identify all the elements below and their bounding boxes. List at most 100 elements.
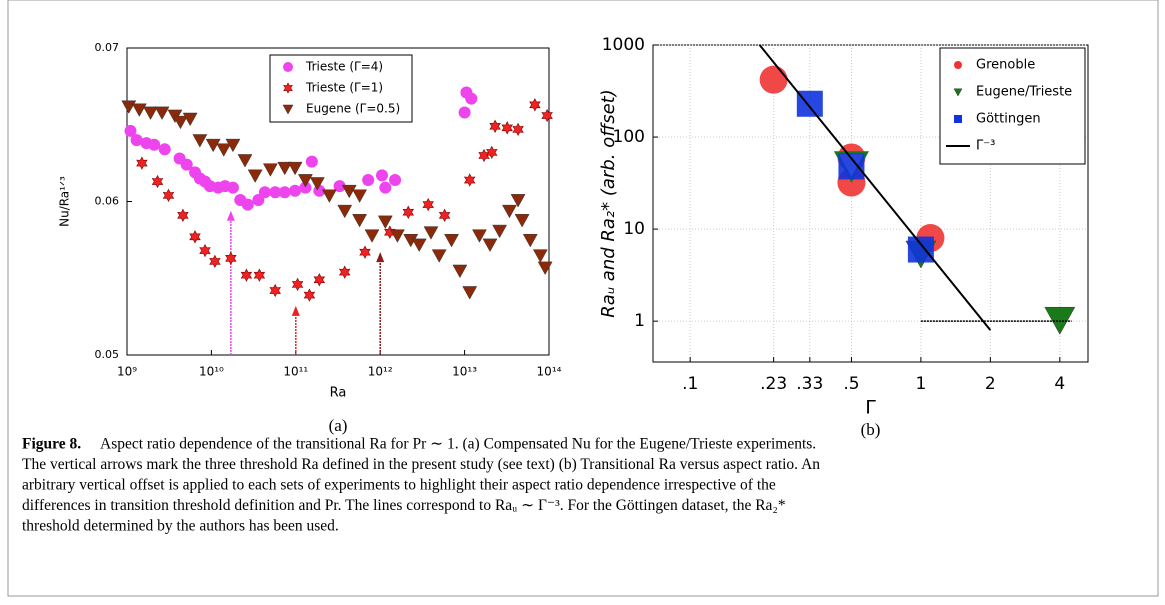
point [452,264,468,279]
legend-swatch [283,82,293,94]
legend-label: Eugene/Trieste [976,85,1072,100]
legend-label: Γ⁻³ [976,139,995,154]
point [130,134,143,147]
legend-label: Trieste (Γ=4) [305,60,383,74]
point [377,215,393,229]
point [492,224,508,239]
point [362,174,375,187]
point [291,277,304,292]
point [313,273,326,287]
point [148,138,161,151]
point [423,226,439,240]
legend-swatch [282,104,294,115]
point [462,286,478,300]
point [162,188,175,203]
x-axis-label: Γ [865,397,876,419]
y-tick-label: 1 [634,311,645,331]
x-tick-label: .1 [682,374,698,394]
legend-label: Trieste (Γ=1) [305,81,383,95]
point [278,186,291,199]
point [759,65,788,94]
point [458,106,471,119]
point [151,174,164,189]
point [303,288,316,302]
x-tick-label: 2 [985,374,996,394]
y-tick-label: 0.05 [95,348,120,361]
point [305,155,318,168]
point [389,174,402,187]
legend-label: Göttingen [976,112,1041,127]
x-tick-label: 4 [1054,374,1065,394]
point [379,181,392,194]
caption-line: Aspect ratio dependence of the transitio… [100,436,816,453]
x-tick-label: 10¹⁰ [199,365,224,379]
point [299,181,312,194]
point [209,254,221,269]
point [241,198,254,211]
arrow-head [376,252,385,263]
caption-line: arbitrary vertical offset is applied to … [22,477,776,494]
plot-area [652,44,1089,363]
subcaption: (a) [329,416,348,435]
point [124,124,137,137]
point [438,208,451,222]
x-tick-label: .23 [760,374,787,394]
point [287,161,303,176]
point [154,106,170,120]
point [431,249,447,263]
point [177,208,189,222]
legend-swatch [953,88,963,97]
point [375,169,388,182]
point [390,229,405,243]
x-tick-label: 1 [915,374,926,394]
point [226,181,239,194]
point [309,177,325,191]
x-tick-label: .33 [796,374,823,394]
y-tick-label: 100 [613,127,645,147]
point [907,236,934,263]
point [180,158,193,171]
arrow-head [226,210,235,221]
point [237,154,253,168]
point [240,268,253,282]
point [216,143,232,157]
point [247,169,263,183]
point [514,214,530,228]
point [510,194,526,208]
point [422,197,434,212]
point [253,268,266,282]
point [192,134,208,148]
point [472,229,487,243]
point [359,245,371,259]
x-tick-label: 10¹⁴ [537,365,562,379]
x-tick-label: 10¹² [368,365,393,379]
point [121,100,137,114]
x-tick-label: 10⁹ [117,365,137,379]
point [352,189,368,203]
point [384,225,396,239]
point [512,122,524,137]
point [199,243,211,258]
point [465,92,478,105]
point [131,103,147,117]
subcaption: (b) [861,420,881,439]
caption-label: Figure 8. [22,436,81,453]
point [225,138,241,153]
point [501,121,513,135]
point [411,238,427,252]
point [189,230,201,244]
point [143,106,158,120]
legend-label: Grenoble [976,58,1035,73]
point [352,214,368,228]
y-tick-label: 1000 [602,35,645,55]
x-axis-label: Ra [330,386,347,401]
point [205,138,221,153]
point [225,251,237,265]
legend-swatch [954,61,962,69]
point [269,283,281,298]
caption-line: differences in transition threshold defi… [22,497,786,514]
point [537,261,553,276]
caption-line: threshold determined by the authors has … [22,518,339,535]
point [338,265,351,279]
y-axis-label: Nu/Ra¹ᐟ³ [58,176,72,227]
